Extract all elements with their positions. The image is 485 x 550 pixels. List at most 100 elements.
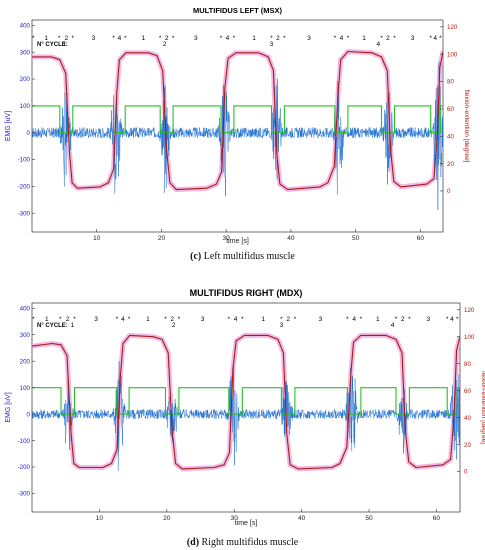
phase-label: 1 xyxy=(44,35,48,42)
phase-series xyxy=(32,387,460,415)
y-left-tick-label: 0 xyxy=(27,411,31,418)
chart-title: MULTIFIDUS LEFT (MSX) xyxy=(193,6,283,15)
y-left-tick-label: 400 xyxy=(20,305,31,312)
phase-series xyxy=(32,105,443,134)
cycle-number: 1 xyxy=(63,41,67,48)
y-left-tick-label: 100 xyxy=(20,103,31,110)
phase-label: 1 xyxy=(146,316,150,323)
cycle-number: 1 xyxy=(71,322,75,329)
y-left-axis-label: EMG [uV] xyxy=(5,392,12,422)
phase-label: 1 xyxy=(261,316,265,323)
phase-label: * xyxy=(241,316,244,323)
emg-series xyxy=(32,61,443,211)
phase-label: * xyxy=(220,35,223,42)
cycle-number: 4 xyxy=(376,41,380,48)
x-tick-label: 50 xyxy=(352,235,360,242)
phase-label: * xyxy=(178,316,181,323)
phase-label: 4 xyxy=(352,316,356,323)
phase-label: 2 xyxy=(276,35,280,42)
phase-label: 3 xyxy=(319,316,323,323)
phase-label: * xyxy=(228,316,231,323)
phase-label: 1 xyxy=(252,35,256,42)
y-right-tick-label: 20 xyxy=(447,161,454,168)
phase-label: * xyxy=(429,35,432,42)
x-tick-label: 60 xyxy=(433,515,441,522)
angle-series xyxy=(32,334,460,470)
phase-label: 4 xyxy=(234,316,238,323)
y-right-tick-label: 80 xyxy=(464,361,471,368)
phase-label: 1 xyxy=(45,316,49,323)
caption-c: (c) Left multifidus muscle xyxy=(0,251,485,262)
phase-label: * xyxy=(334,35,337,42)
phase-label: * xyxy=(233,35,236,42)
x-axis-label: time [s] xyxy=(226,238,249,245)
y-left-tick-label: -300 xyxy=(18,210,31,217)
y-left-tick-label: 400 xyxy=(20,23,31,30)
phase-label: * xyxy=(112,35,115,42)
phase-label: 2 xyxy=(401,316,405,323)
phase-label: 2 xyxy=(286,316,290,323)
y-right-tick-label: 20 xyxy=(464,442,471,449)
phase-label: * xyxy=(346,316,349,323)
y-right-axis-label: flexion-extention [degree] xyxy=(463,90,470,163)
y-left-tick-label: -200 xyxy=(18,184,31,191)
y-left-tick-label: -200 xyxy=(18,464,31,471)
plot-area xyxy=(32,49,443,211)
x-axis-label: time [s] xyxy=(235,520,258,527)
y-right-tick-label: 100 xyxy=(464,334,475,341)
phase-label: 1 xyxy=(142,35,146,42)
cycle-number: 2 xyxy=(172,322,176,329)
y-right-tick-label: 40 xyxy=(464,415,471,422)
phase-label: * xyxy=(393,35,396,42)
y-left-tick-label: -100 xyxy=(18,157,31,164)
phase-label: * xyxy=(380,35,383,42)
phase-label: * xyxy=(280,316,283,323)
y-left-tick-label: 300 xyxy=(20,49,31,56)
phase-label: 3 xyxy=(92,35,96,42)
y-left-tick-label: 200 xyxy=(20,358,31,365)
caption-c-text: Left multifidus muscle xyxy=(203,251,295,262)
cycle-number: 2 xyxy=(163,41,167,48)
phase-label: * xyxy=(395,316,398,323)
y-right-tick-label: 100 xyxy=(447,51,458,58)
caption-d: (d) Right multifidus muscle xyxy=(0,537,485,548)
y-right-tick-label: 40 xyxy=(447,133,454,140)
chart-title: MULTIFIDUS RIGHT (MDX) xyxy=(190,288,303,298)
phase-label: 1 xyxy=(362,35,366,42)
phase-label: 2 xyxy=(66,316,70,323)
phase-label: * xyxy=(294,316,297,323)
phase-label: * xyxy=(32,316,35,323)
y-right-tick-label: 60 xyxy=(464,388,471,395)
cycle-label: N° CYCLE: xyxy=(37,42,68,48)
plot-area xyxy=(32,332,460,472)
phase-label: * xyxy=(124,35,127,42)
phase-label: 4 xyxy=(226,35,230,42)
phase-label: 3 xyxy=(194,35,198,42)
phase-label: 4 xyxy=(450,316,454,323)
phase-label: 4 xyxy=(121,316,125,323)
x-tick-label: 50 xyxy=(365,515,373,522)
x-tick-label: 20 xyxy=(158,235,166,242)
phase-label: 4 xyxy=(118,35,122,42)
phase-label: 2 xyxy=(64,35,68,42)
x-tick-label: 20 xyxy=(163,515,171,522)
y-left-tick-label: 100 xyxy=(20,385,31,392)
y-left-axis-label: EMG [uV] xyxy=(5,111,12,141)
phase-label: * xyxy=(32,35,35,42)
caption-c-label: (c) xyxy=(190,251,202,262)
phase-label: 2 xyxy=(386,35,390,42)
phase-label: * xyxy=(58,35,61,42)
y-right-tick-label: 120 xyxy=(464,307,475,314)
x-tick-label: 40 xyxy=(287,235,295,242)
phase-label: * xyxy=(164,316,167,323)
y-right-tick-label: 80 xyxy=(447,79,454,86)
y-right-tick-label: 120 xyxy=(447,24,458,31)
x-tick-label: 10 xyxy=(93,235,101,242)
phase-label: 3 xyxy=(427,316,431,323)
phase-label: 1 xyxy=(376,316,380,323)
x-tick-label: 30 xyxy=(223,235,231,242)
angle-series xyxy=(32,50,443,191)
cycle-number: 4 xyxy=(391,322,395,329)
